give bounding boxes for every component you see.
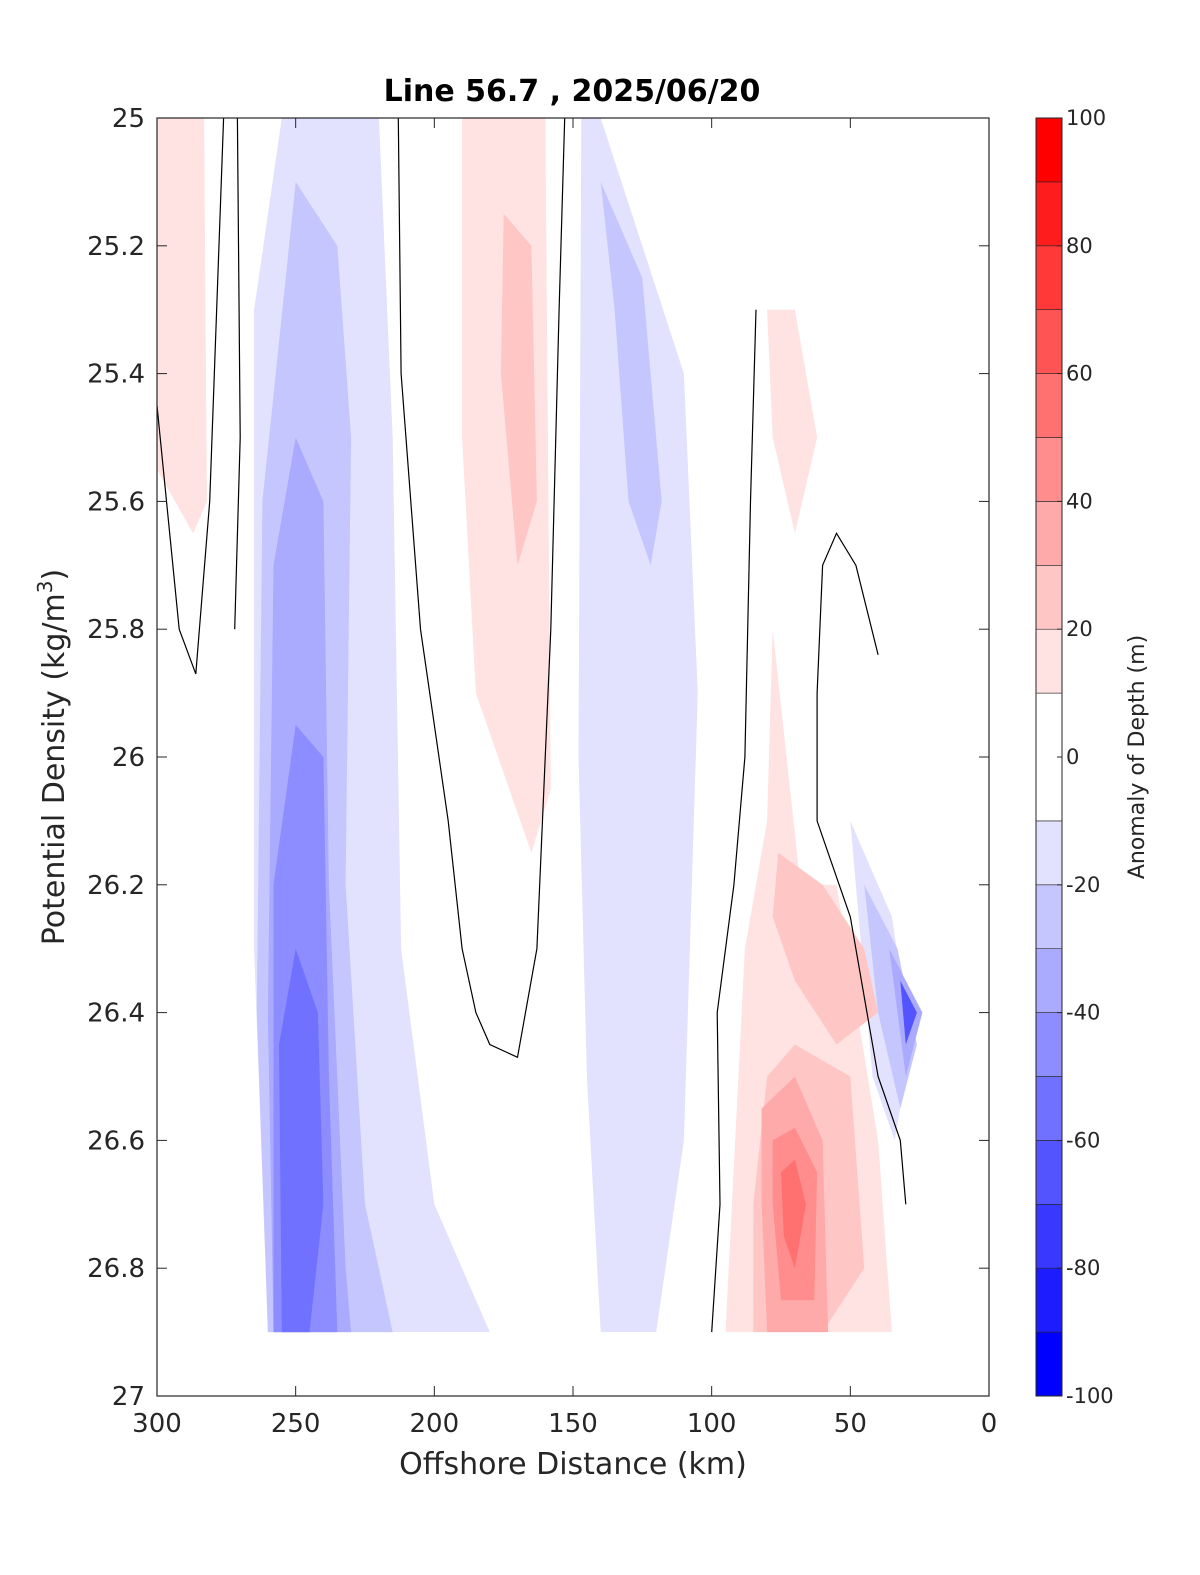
colorbar: 100 80 60 40 20 0 -20 -40 -60 -80 -100 Anomaly of … [1035, 106, 1150, 1408]
colorbar-swatch [1035, 501, 1063, 566]
colorbar-swatch [1035, 117, 1063, 183]
zero-contour-line-0 [157, 118, 225, 675]
colorbar-swatch [1035, 309, 1063, 374]
contour-region-neg20-8 [578, 118, 698, 1333]
y-axis-label-superscript: 3 [33, 580, 57, 593]
colorbar-ticks: 100 80 60 40 20 0 -20 -40 -60 -80 -100 [1057, 106, 1114, 1408]
x-tick-label: 100 [687, 1409, 737, 1439]
colorbar-tick-label: 100 [1066, 106, 1106, 130]
colorbar-swatch [1035, 1267, 1063, 1333]
colorbar-tick-label: 20 [1066, 617, 1093, 641]
colorbar-swatch [1035, 1140, 1063, 1205]
contour-region-pos50-21 [781, 1159, 806, 1269]
y-axis-label-tail: ) [37, 569, 72, 581]
colorbar-tick-label: -60 [1066, 1128, 1100, 1152]
colorbar-swatch [1035, 564, 1063, 630]
y-tick-label: 26.6 [87, 1126, 145, 1156]
colorbar-label: Anomaly of Depth (m) [1125, 635, 1150, 879]
y-tick-label: 25 [112, 104, 145, 134]
x-tick-label: 300 [132, 1409, 182, 1439]
y-tick-label: 25.4 [87, 360, 145, 390]
y-axis-label: Potential Density (kg/m3) [33, 569, 72, 945]
colorbar-tick-label: 60 [1066, 362, 1093, 386]
x-tick-label: 200 [410, 1409, 460, 1439]
y-tick-label: 26 [112, 743, 145, 773]
y-tick-label: 27 [112, 1382, 145, 1412]
plot-area [157, 118, 989, 1396]
y-tick-label: 26.4 [87, 999, 145, 1029]
colorbar-tick-label: 80 [1066, 234, 1093, 258]
colorbar-swatch [1035, 820, 1063, 886]
contour-region-pos10-3 [157, 118, 207, 534]
contour-region-pos10-5 [767, 309, 818, 534]
contour-region-pos20-11 [772, 852, 879, 1045]
zero-contour-line-2 [397, 118, 566, 1059]
colorbar-swatch [1035, 628, 1063, 694]
colorbar-swatch [1035, 948, 1063, 1013]
contour-region-neg10-0 [157, 373, 224, 1333]
x-axis-label: Offshore Distance (km) [399, 1447, 747, 1482]
colorbar-swatch [1035, 373, 1063, 438]
colorbar-swatch [1035, 1204, 1063, 1269]
colorbar-tick-label: 40 [1066, 489, 1093, 513]
y-tick-label: 26.2 [87, 871, 145, 901]
colorbar-swatch [1035, 181, 1063, 247]
contour-region-neg70-23 [900, 980, 917, 1045]
x-tick-label: 0 [981, 1409, 998, 1439]
y-axis-label-main: Potential Density (kg/m [37, 593, 72, 945]
y-tick-label: 25.8 [87, 615, 145, 645]
colorbar-swatch [1035, 245, 1063, 311]
x-tick-label: 150 [548, 1409, 598, 1439]
contour-region-pos20-10 [500, 213, 537, 566]
contour-fill-layer [157, 118, 923, 1333]
colorbar-tick-label: -40 [1066, 1001, 1100, 1025]
colorbar-swatches [1035, 117, 1063, 1397]
colorbar-swatch [1035, 1076, 1063, 1141]
colorbar-swatch [1035, 1012, 1063, 1077]
chart-title: Line 56.7 , 2025/06/20 [384, 74, 761, 109]
y-tick-label: 25.2 [87, 232, 145, 262]
y-tick-label: 26.8 [87, 1254, 145, 1284]
x-tick-label: 50 [834, 1409, 867, 1439]
zero-contour-line-1 [234, 118, 241, 630]
zero-contour-line-4 [816, 531, 907, 1205]
colorbar-swatch [1035, 884, 1063, 949]
x-tick-label: 250 [271, 1409, 321, 1439]
colorbar-tick-label: -80 [1066, 1256, 1100, 1280]
colorbar-tick-label: 0 [1066, 745, 1079, 769]
zero-contour-line-3 [711, 309, 757, 1333]
y-tick-label: 25.6 [87, 487, 145, 517]
colorbar-tick-label: -100 [1066, 1384, 1114, 1408]
colorbar-swatch [1035, 437, 1063, 502]
colorbar-tick-label: -20 [1066, 873, 1100, 897]
y-axis: 25 25.2 25.4 25.6 25.8 26 26.2 26.4 26.6 26.8 27 [87, 104, 989, 1412]
contour-region-neg30-14 [600, 181, 662, 566]
colorbar-swatch [1035, 1331, 1063, 1397]
contour-region-neg60-22 [279, 948, 324, 1333]
x-axis: 300 250 200 150 100 50 0 [132, 118, 997, 1439]
zero-contour-layer [157, 118, 907, 1333]
